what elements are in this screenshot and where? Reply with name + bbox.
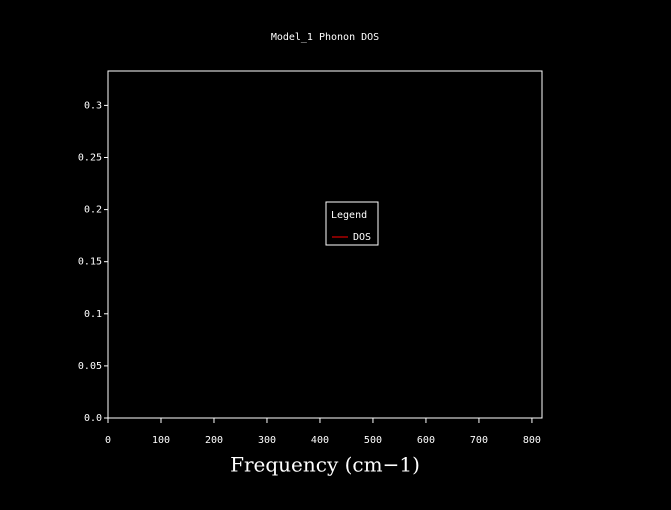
x-axis-label: Frequency (cm−1)	[230, 453, 420, 477]
legend-title: Legend	[331, 210, 367, 221]
plot-frame	[107, 70, 543, 419]
x-tick-label: 300	[258, 435, 276, 446]
legend-box	[325, 201, 379, 246]
x-tick-label: 100	[152, 435, 170, 446]
x-tick-label: 700	[470, 435, 488, 446]
x-tick-label: 200	[205, 435, 223, 446]
x-tick-label: 0	[105, 435, 111, 446]
chart-title: Model_1 Phonon DOS	[271, 32, 379, 43]
y-tick-label: 0.05	[78, 361, 102, 372]
x-tick-label: 500	[364, 435, 382, 446]
x-tick-label: 600	[417, 435, 435, 446]
y-tick-label: 0.3	[84, 100, 102, 111]
x-tick-label: 800	[523, 435, 541, 446]
y-tick-label: 0.25	[78, 152, 102, 163]
x-tick-label: 400	[311, 435, 329, 446]
y-tick-label: 0.0	[84, 413, 102, 424]
y-tick-label: 0.1	[84, 309, 102, 320]
y-tick-label: 0.15	[78, 257, 102, 268]
legend-label: DOS	[353, 232, 371, 243]
y-tick-label: 0.2	[84, 205, 102, 216]
